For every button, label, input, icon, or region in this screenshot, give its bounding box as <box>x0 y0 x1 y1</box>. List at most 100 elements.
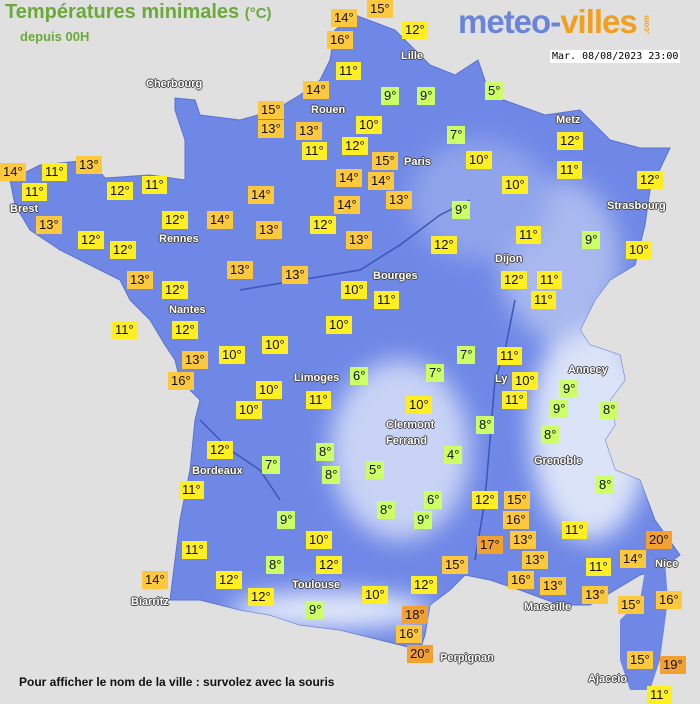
temperature-label[interactable]: 13° <box>522 551 548 569</box>
temperature-label[interactable]: 8° <box>600 401 619 419</box>
temperature-label[interactable]: 11° <box>516 226 541 244</box>
temperature-label[interactable]: 10° <box>406 396 432 414</box>
temperature-label[interactable]: 8° <box>596 476 615 494</box>
temperature-label[interactable]: 16° <box>396 625 422 643</box>
temperature-label[interactable]: 13° <box>127 271 153 289</box>
temperature-label[interactable]: 11° <box>112 321 137 339</box>
temperature-label[interactable]: 4° <box>444 446 463 464</box>
temperature-label[interactable]: 11° <box>142 176 167 194</box>
temperature-label[interactable]: 6° <box>350 367 369 385</box>
temperature-label[interactable]: 12° <box>501 271 527 289</box>
temperature-label[interactable]: 13° <box>582 586 608 604</box>
temperature-label[interactable]: 12° <box>310 216 336 234</box>
temperature-label[interactable]: 12° <box>107 182 133 200</box>
temperature-label[interactable]: 18° <box>402 606 428 624</box>
temperature-label[interactable]: 8° <box>266 556 285 574</box>
temperature-label[interactable]: 9° <box>381 87 400 105</box>
temperature-label[interactable]: 5° <box>366 461 385 479</box>
temperature-label[interactable]: 12° <box>162 281 188 299</box>
temperature-label[interactable]: 13° <box>36 216 62 234</box>
temperature-label[interactable]: 12° <box>637 171 663 189</box>
temperature-label[interactable]: 8° <box>377 501 396 519</box>
temperature-label[interactable]: 14° <box>0 163 26 181</box>
temperature-label[interactable]: 9° <box>582 231 601 249</box>
temperature-label[interactable]: 12° <box>172 321 198 339</box>
temperature-label[interactable]: 11° <box>531 291 556 309</box>
temperature-label[interactable]: 11° <box>182 541 207 559</box>
temperature-label[interactable]: 10° <box>326 316 352 334</box>
temperature-label[interactable]: 14° <box>334 196 360 214</box>
temperature-label[interactable]: 14° <box>207 211 233 229</box>
temperature-label[interactable]: 16° <box>503 511 529 529</box>
temperature-label[interactable]: 9° <box>414 511 433 529</box>
temperature-label[interactable]: 13° <box>76 156 102 174</box>
temperature-label[interactable]: 8° <box>316 443 335 461</box>
temperature-label[interactable]: 16° <box>508 571 534 589</box>
temperature-label[interactable]: 12° <box>342 137 368 155</box>
temperature-label[interactable]: 10° <box>512 372 538 390</box>
temperature-label[interactable]: 15° <box>372 152 398 170</box>
temperature-label[interactable]: 12° <box>110 241 136 259</box>
temperature-label[interactable]: 15° <box>618 596 644 614</box>
temperature-label[interactable]: 10° <box>502 176 528 194</box>
temperature-label[interactable]: 13° <box>510 531 536 549</box>
temperature-label[interactable]: 13° <box>256 221 282 239</box>
temperature-label[interactable]: 11° <box>179 481 204 499</box>
temperature-label[interactable]: 10° <box>306 531 332 549</box>
temperature-label[interactable]: 15° <box>504 491 530 509</box>
temperature-label[interactable]: 7° <box>426 364 445 382</box>
temperature-label[interactable]: 14° <box>336 169 362 187</box>
temperature-label[interactable]: 13° <box>346 231 372 249</box>
temperature-label[interactable]: 10° <box>219 346 245 364</box>
temperature-label[interactable]: 11° <box>302 142 327 160</box>
temperature-label[interactable]: 9° <box>306 601 325 619</box>
temperature-label[interactable]: 11° <box>42 163 67 181</box>
temperature-label[interactable]: 10° <box>256 381 282 399</box>
temperature-label[interactable]: 10° <box>362 586 388 604</box>
temperature-label[interactable]: 12° <box>207 441 233 459</box>
temperature-label[interactable]: 8° <box>476 416 495 434</box>
temperature-label[interactable]: 19° <box>660 656 686 674</box>
temperature-label[interactable]: 16° <box>656 591 682 609</box>
temperature-label[interactable]: 12° <box>431 236 457 254</box>
temperature-label[interactable]: 7° <box>457 346 476 364</box>
temperature-label[interactable]: 9° <box>277 511 296 529</box>
temperature-label[interactable]: 13° <box>296 122 322 140</box>
temperature-label[interactable]: 14° <box>303 81 329 99</box>
temperature-label[interactable]: 12° <box>162 211 188 229</box>
temperature-label[interactable]: 12° <box>411 576 437 594</box>
temperature-label[interactable]: 12° <box>557 132 583 150</box>
temperature-label[interactable]: 5° <box>485 82 504 100</box>
temperature-label[interactable]: 6° <box>424 491 443 509</box>
temperature-label[interactable]: 13° <box>182 351 208 369</box>
temperature-label[interactable]: 11° <box>497 347 522 365</box>
temperature-label[interactable]: 12° <box>402 21 428 39</box>
temperature-label[interactable]: 10° <box>262 336 288 354</box>
temperature-label[interactable]: 14° <box>620 550 646 568</box>
temperature-label[interactable]: 13° <box>282 266 308 284</box>
temperature-label[interactable]: 13° <box>227 261 253 279</box>
temperature-label[interactable]: 11° <box>557 161 582 179</box>
temperature-label[interactable]: 10° <box>356 116 382 134</box>
temperature-label[interactable]: 11° <box>336 62 361 80</box>
temperature-label[interactable]: 9° <box>417 87 436 105</box>
temperature-label[interactable]: 11° <box>562 521 587 539</box>
temperature-label[interactable]: 11° <box>306 391 331 409</box>
temperature-label[interactable]: 7° <box>262 456 281 474</box>
temperature-label[interactable]: 12° <box>248 588 274 606</box>
temperature-label[interactable]: 8° <box>541 426 560 444</box>
meteo-villes-logo[interactable]: meteo-villes .com <box>458 3 655 41</box>
temperature-label[interactable]: 13° <box>386 191 412 209</box>
temperature-label[interactable]: 13° <box>540 577 566 595</box>
temperature-label[interactable]: 11° <box>502 391 527 409</box>
temperature-label[interactable]: 7° <box>447 126 466 144</box>
temperature-label[interactable]: 14° <box>368 172 394 190</box>
temperature-label[interactable]: 20° <box>646 531 672 549</box>
temperature-label[interactable]: 15° <box>258 101 284 119</box>
temperature-label[interactable]: 11° <box>22 183 47 201</box>
temperature-label[interactable]: 9° <box>452 201 471 219</box>
temperature-label[interactable]: 12° <box>472 491 498 509</box>
temperature-label[interactable]: 16° <box>168 372 194 390</box>
temperature-label[interactable]: 12° <box>78 231 104 249</box>
temperature-label[interactable]: 14° <box>331 9 357 27</box>
